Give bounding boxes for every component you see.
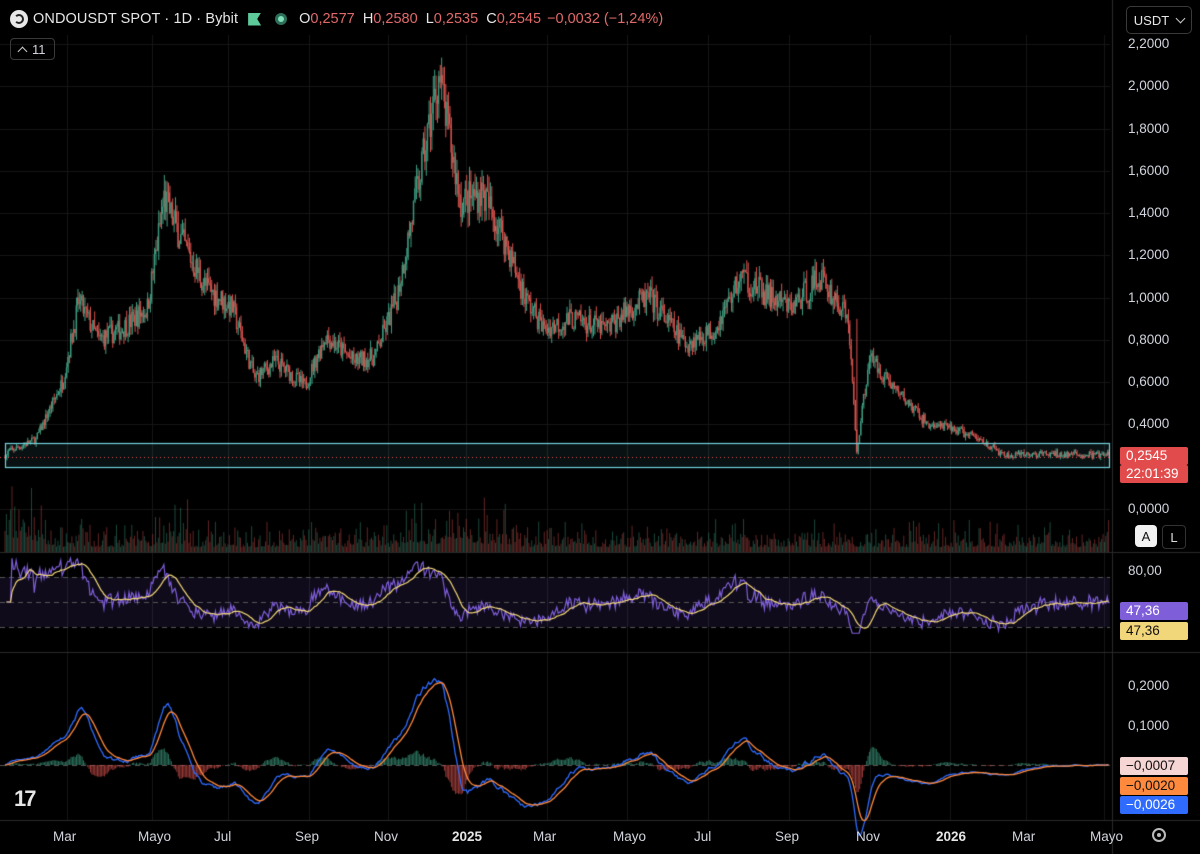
chevron-down-icon — [1175, 13, 1186, 24]
price-axis-tick: 1,8000 — [1128, 120, 1170, 136]
time-axis-label: Mayo — [1090, 829, 1124, 844]
price-axis-tick: 2,0000 — [1128, 78, 1170, 94]
price-axis-tick: 0,4000 — [1128, 416, 1170, 432]
time-axis-label: Jul — [694, 829, 712, 844]
symbol-legend: ONDOUSDT SPOT · 1D · Bybit O0,2577 H0,25… — [10, 7, 663, 31]
log-scale-button[interactable]: L — [1162, 525, 1186, 549]
time-axis-label: Nov — [856, 829, 881, 844]
price-axis-tick: 1,2000 — [1128, 247, 1170, 263]
time-axis-label: Sep — [295, 829, 320, 844]
flag-icon[interactable] — [248, 12, 262, 26]
price-axis-tick: 1,6000 — [1128, 162, 1170, 178]
price-change: −0,0032 (−1,24%) — [547, 11, 664, 27]
time-axis-label: 2025 — [452, 829, 483, 844]
price-axis-tick: 0,6000 — [1128, 374, 1170, 390]
indicators-count: 11 — [32, 41, 46, 57]
price-axis-tick: 2,2000 — [1128, 36, 1170, 51]
price-axis-tick: 0,8000 — [1128, 331, 1170, 347]
rsi-ma-value-tag: 47,36 — [1120, 622, 1188, 640]
ohlc-values: O0,2577 H0,2580 L0,2535 C0,2545 — [299, 11, 542, 27]
macd-signal-tag: −0,0020 — [1120, 777, 1188, 795]
time-axis-label: Mar — [53, 829, 77, 844]
auto-scale-button[interactable]: A — [1135, 525, 1157, 547]
countdown-tag: 22:01:39 — [1120, 465, 1188, 483]
time-axis-label: Sep — [775, 829, 800, 844]
rsi-axis-upper: 80,00 — [1128, 563, 1162, 578]
time-axis-label: Mar — [533, 829, 557, 844]
currency-select[interactable]: USDT — [1126, 6, 1192, 34]
currency-label: USDT — [1133, 12, 1170, 28]
macd-axis-tick: 0,1000 — [1128, 718, 1170, 733]
market-status-icon — [275, 13, 288, 25]
rsi-value-tag: 47,36 — [1120, 602, 1188, 620]
macd-axis-tick: 0,2000 — [1128, 678, 1170, 693]
tradingview-logo[interactable]: 17 — [14, 786, 37, 811]
price-axis-tick: 1,4000 — [1128, 205, 1170, 221]
time-axis-label: Jul — [214, 829, 232, 844]
price-axis-tick: 0,0000 — [1128, 501, 1170, 516]
time-axis-label: Mayo — [138, 829, 172, 844]
chevron-up-icon — [17, 46, 28, 56]
macd-hist-tag: −0,0007 — [1120, 757, 1188, 775]
gear-icon[interactable] — [1152, 828, 1166, 842]
time-axis-label: Mayo — [613, 829, 647, 844]
last-price-tag: 0,2545 — [1120, 447, 1188, 465]
macd-line-tag: −0,0026 — [1120, 796, 1188, 814]
time-axis-label: Nov — [374, 829, 399, 844]
time-axis-label: Mar — [1012, 829, 1036, 844]
indicators-toggle[interactable]: 11 — [10, 38, 55, 60]
ondo-logo-icon — [10, 10, 28, 28]
time-axis-label: 2026 — [936, 829, 967, 844]
symbol-title[interactable]: ONDOUSDT SPOT · 1D · Bybit — [33, 11, 239, 27]
price-axis-tick: 1,0000 — [1128, 289, 1170, 305]
